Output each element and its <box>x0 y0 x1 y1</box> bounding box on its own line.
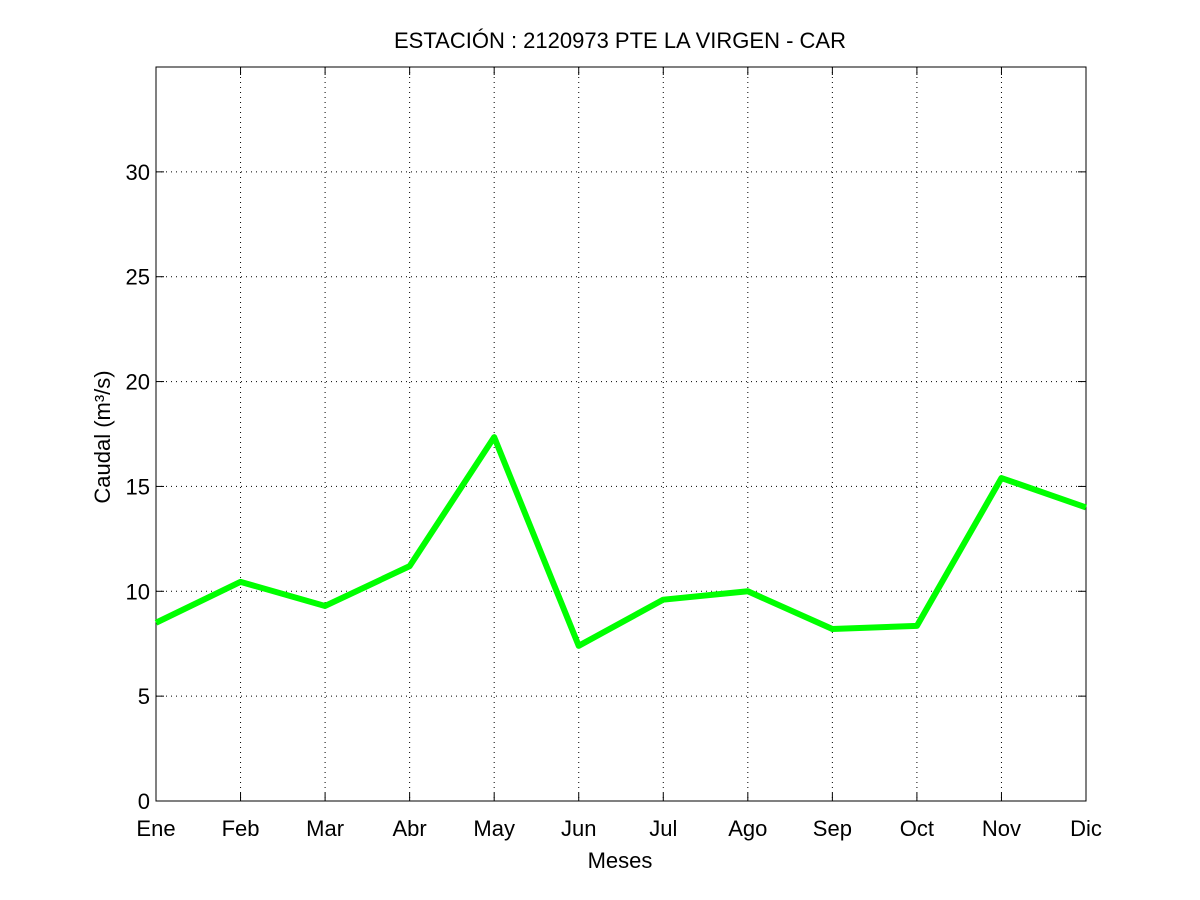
x-axis-label: Meses <box>588 848 653 873</box>
x-tick-label: Ago <box>728 816 767 841</box>
x-tick-label: Dic <box>1070 816 1102 841</box>
y-tick-label: 0 <box>138 789 150 814</box>
y-tick-label: 30 <box>126 160 150 185</box>
y-tick-label: 15 <box>126 474 150 499</box>
chart-title: ESTACIÓN : 2120973 PTE LA VIRGEN - CAR <box>394 28 846 53</box>
x-tick-label: Oct <box>900 816 934 841</box>
x-tick-label: Sep <box>813 816 852 841</box>
y-tick-label: 20 <box>126 370 150 395</box>
x-tick-label: Feb <box>222 816 260 841</box>
y-tick-label: 5 <box>138 684 150 709</box>
x-tick-label: Mar <box>306 816 344 841</box>
grid <box>156 67 1086 801</box>
x-tick-label: Ene <box>136 816 175 841</box>
x-tick-label: Jun <box>561 816 596 841</box>
x-tick-label: Jul <box>649 816 677 841</box>
axes-box <box>155 66 1087 802</box>
x-tick-label: Nov <box>982 816 1021 841</box>
axis-ticks: Ene Feb Mar Abr May Jun Jul Ago Sep Oct Nov Dic 0 5 10… <box>126 67 1102 841</box>
x-tick-label: May <box>473 816 515 841</box>
x-tick-label: Abr <box>393 816 427 841</box>
series-line <box>154 434 1087 649</box>
y-tick-label: 25 <box>126 265 150 290</box>
y-tick-label: 10 <box>126 579 150 604</box>
series-layer <box>154 434 1087 649</box>
y-axis-label: Caudal (m³/s) <box>90 370 115 503</box>
